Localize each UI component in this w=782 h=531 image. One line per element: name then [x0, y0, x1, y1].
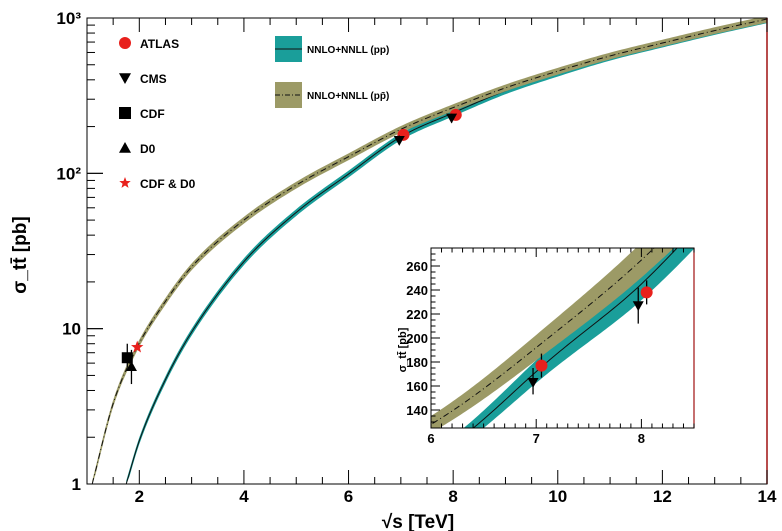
inset-data-point-atlas [640, 286, 653, 299]
inset-x-tick-label: 8 [638, 431, 645, 446]
inset-y-axis-title-text: σ_tt̄ [pb] [397, 327, 409, 372]
data-point-cms [393, 135, 405, 146]
legend-marker-cdf-d0 [119, 177, 131, 188]
legend-marker-cms [119, 73, 131, 84]
legend-marker-cdf [119, 107, 131, 119]
x-tick-label: 12 [653, 487, 672, 506]
data-point-cdf [121, 352, 133, 364]
main-points [121, 108, 462, 385]
inset-y-tick-label: 240 [406, 283, 428, 298]
inset-bands [431, 248, 694, 428]
x-tick-label: 10 [548, 487, 567, 506]
inset-band-pp [463, 248, 694, 428]
inset-points [527, 280, 653, 395]
data-point-cdf-d0 [131, 340, 144, 353]
legend-label: ATLAS [140, 37, 179, 51]
main-plot: 2 4 6 8 10 12 14 1 10 10² 10³ [56, 9, 777, 506]
band-legend-label: NNLO+NNLL (pp) [307, 45, 389, 56]
y-tick-label: 10 [62, 320, 81, 339]
y-tick-label: 1 [72, 475, 81, 494]
band-legend-label: NNLO+NNLL (pp̄) [307, 91, 389, 102]
marker-legend: ATLAS CMS CDF D0 CDF & D0 [119, 37, 196, 191]
inset-y-tick-label: 260 [406, 259, 428, 274]
legend-label: D0 [140, 142, 156, 156]
inset-band-ppbar [431, 248, 674, 428]
main-bands [91, 18, 768, 485]
main-axes: 2 4 6 8 10 12 14 1 10 10² 10³ [56, 9, 777, 506]
inset-y-tick-label: 180 [406, 355, 428, 370]
legend-label: CDF [140, 107, 165, 121]
data-point-d0 [125, 361, 137, 371]
data-point-cms [446, 113, 458, 124]
inset-x-tick-label: 6 [427, 431, 434, 446]
inset-y-tick-label: 220 [406, 307, 428, 322]
y-tick-label: 10² [56, 164, 81, 183]
band-central-line-ppbar [91, 18, 768, 485]
band-legend: NNLO+NNLL (pp) NNLO+NNLL (pp̄) [275, 36, 389, 108]
inset-plot: 6 7 8 140 160 180 200 220 240 260 σ_tt̄ [pb] [397, 247, 695, 446]
inset-axes: 6 7 8 140 160 180 200 220 240 260 [406, 248, 695, 446]
legend-label: CMS [140, 72, 167, 86]
inset-data-point-cms [632, 301, 644, 312]
inset-data-point-atlas [535, 359, 548, 372]
inset-y-tick-label: 160 [406, 379, 428, 394]
y-axis-title: σ_tt̄ [pb] [10, 216, 31, 293]
x-tick-label: 4 [239, 487, 249, 506]
inset-y-tick-label: 140 [406, 403, 428, 418]
inset-band-central-line-pp [472, 248, 678, 428]
inset-y-axis-title: σ_tt̄ [pb] [397, 327, 409, 372]
y-tick-label: 10³ [56, 9, 81, 28]
x-tick-label: 6 [344, 487, 353, 506]
y-axis-title-text: σ_tt̄ [pb] [10, 216, 31, 293]
legend-marker-d0 [119, 142, 131, 153]
x-axis-title: √s [TeV] [382, 512, 454, 531]
x-tick-label: 2 [135, 487, 144, 506]
inset-x-tick-label: 7 [533, 431, 540, 446]
inset-y-tick-label: 200 [406, 331, 428, 346]
x-tick-label: 8 [448, 487, 457, 506]
inset-data-point-cms [527, 378, 539, 388]
x-tick-label: 14 [758, 487, 777, 506]
legend-marker-atlas [119, 37, 131, 49]
legend-label: CDF & D0 [140, 177, 196, 191]
